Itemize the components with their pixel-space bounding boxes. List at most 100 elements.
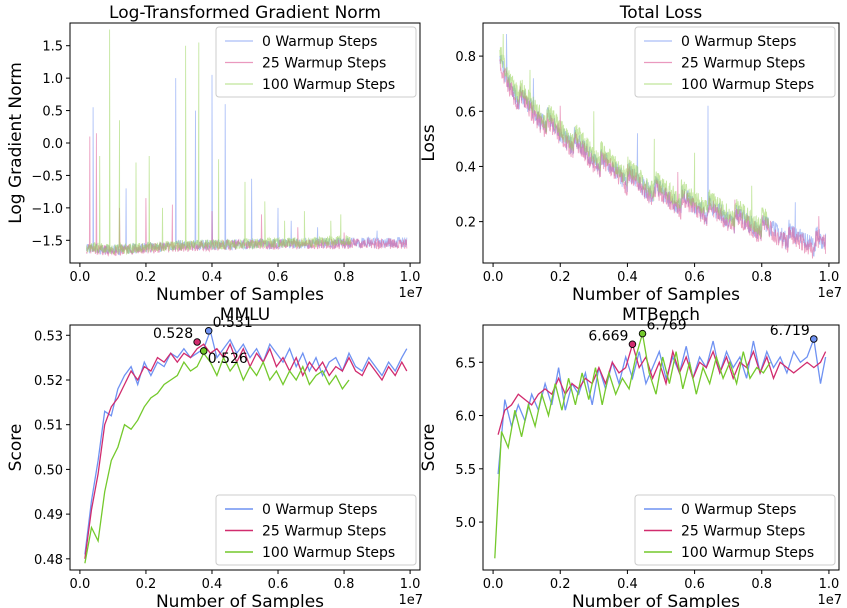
y-tick-label: 0.8 [455,50,476,65]
chart-panel-2: MMLU 0.528 0.531 0.526 0.0 0.2 0.4 0.6 0.8 1.0 0.4… [6,305,423,608]
legend-box [215,26,417,98]
y-tick-label: −1.0 [31,202,63,217]
y-tick-label: 5.0 [455,516,476,531]
x-tick-label: 0.2 [136,270,157,285]
best-score-label: 0.528 [153,326,193,342]
series-line-0 [497,336,827,475]
data-layer [86,29,408,257]
best-score-marker [638,329,647,338]
legend-box [634,26,836,98]
chart-title: Log-Transformed Gradient Norm [109,3,381,23]
x-tick-label: 1.0 [819,577,840,592]
x-tick-label: 0.4 [202,577,223,592]
legend: 0 Warmup Steps 25 Warmup Steps 100 Warmup … [215,494,417,566]
x-tick-label: 0.2 [136,577,157,592]
x-tick-label: 0.4 [617,270,638,285]
data-layer [499,33,827,259]
best-score-marker [810,335,818,343]
x-tick-label: 0.8 [751,270,772,285]
legend-label: 25 Warmup Steps [681,524,805,540]
x-tick-label: 0.0 [70,270,91,285]
x-tick-label: 0.6 [268,577,289,592]
y-tick-label: 0.5 [42,105,63,120]
x-tick-label: 0.6 [268,270,289,285]
y-tick-label: 0.53 [34,329,63,344]
chart-panel-1: Total Loss 0.0 0.2 0.4 0.6 0.8 1.0 0.2 0.4 0.6 0.8… [419,3,842,305]
x-offset-label: 1e7 [398,286,423,301]
x-tick-label: 0.2 [550,270,571,285]
legend-label: 0 Warmup Steps [262,502,377,518]
x-axis-label: Number of Samples [572,285,740,305]
best-score-label: 6.769 [647,318,687,334]
y-tick-label: 6.0 [455,410,476,425]
x-tick-label: 0.8 [334,270,355,285]
legend-label: 100 Warmup Steps [681,545,814,561]
legend-label: 100 Warmup Steps [262,77,395,93]
best-score-label: 0.531 [213,315,253,331]
x-tick-label: 0.8 [751,577,772,592]
y-tick-label: 6.5 [455,356,476,371]
legend-label: 0 Warmup Steps [681,34,796,50]
y-tick-label: 0.49 [34,508,63,523]
y-tick-label: 0.0 [42,137,63,152]
legend: 0 Warmup Steps 25 Warmup Steps 100 Warmup … [215,26,417,98]
series-line-1 [86,133,408,257]
legend-label: 25 Warmup Steps [681,56,805,72]
y-tick-label: 0.6 [455,105,476,120]
legend-box [215,494,417,566]
x-axis-label: Number of Samples [572,592,740,608]
y-axis-label: Log Gradient Norm [6,62,26,224]
x-axis-label: Number of Samples [156,285,324,305]
x-offset-label: 1e7 [817,286,842,301]
legend-label: 100 Warmup Steps [262,545,395,561]
legend-label: 100 Warmup Steps [681,77,814,93]
x-tick-label: 0.0 [483,270,504,285]
chart-panel-3: MTBench 6.669 6.769 6.719 0.0 0.2 0.4 0.6 0.8 1.0… [419,305,842,608]
x-tick-label: 1.0 [819,270,840,285]
series-line-2 [86,29,352,256]
y-axis-label: Score [6,424,26,472]
x-tick-label: 0.0 [70,577,91,592]
series-line-0 [84,328,408,555]
data-layer [494,333,827,559]
x-tick-label: 1.0 [400,577,421,592]
x-offset-label: 1e7 [817,593,842,608]
axes-frame [482,324,840,571]
best-score-label: 0.526 [208,351,248,367]
x-tick-label: 0.4 [617,577,638,592]
y-tick-label: 1.5 [42,40,63,55]
best-score-label: 6.669 [588,328,628,344]
best-score-marker [199,347,208,355]
axes-frame [482,22,840,264]
y-tick-label: 0.51 [34,419,63,434]
best-score-marker [193,338,201,346]
series-line-2 [494,333,771,559]
x-tick-label: 0.2 [550,577,571,592]
series-line-2 [84,351,350,564]
chart-title: MTBench [622,305,700,325]
chart-title: Total Loss [619,3,703,23]
y-tick-label: 0.52 [34,374,63,389]
y-tick-label: 0.48 [34,553,63,568]
series-line-0 [86,74,408,256]
y-axis-label: Score [419,424,439,472]
best-score-marker [204,327,213,335]
data-layer [84,328,408,564]
legend-label: 25 Warmup Steps [262,56,386,72]
x-tick-label: 0.6 [684,270,705,285]
y-tick-label: 5.5 [455,463,476,478]
series-line-1 [499,58,827,259]
y-axis-label: Loss [419,124,439,161]
x-tick-label: 0.8 [334,577,355,592]
legend-label: 0 Warmup Steps [262,34,377,50]
x-offset-label: 1e7 [398,593,423,608]
x-tick-label: 0.6 [684,577,705,592]
legend: 0 Warmup Steps 25 Warmup Steps 100 Warmup … [634,26,836,98]
legend: 0 Warmup Steps 25 Warmup Steps 100 Warmup … [634,494,836,566]
best-score-marker [628,340,637,349]
y-tick-label: 0.4 [455,160,476,175]
x-tick-label: 0.0 [483,577,504,592]
chart-title: MMLU [220,305,270,325]
x-tick-label: 1.0 [400,270,421,285]
